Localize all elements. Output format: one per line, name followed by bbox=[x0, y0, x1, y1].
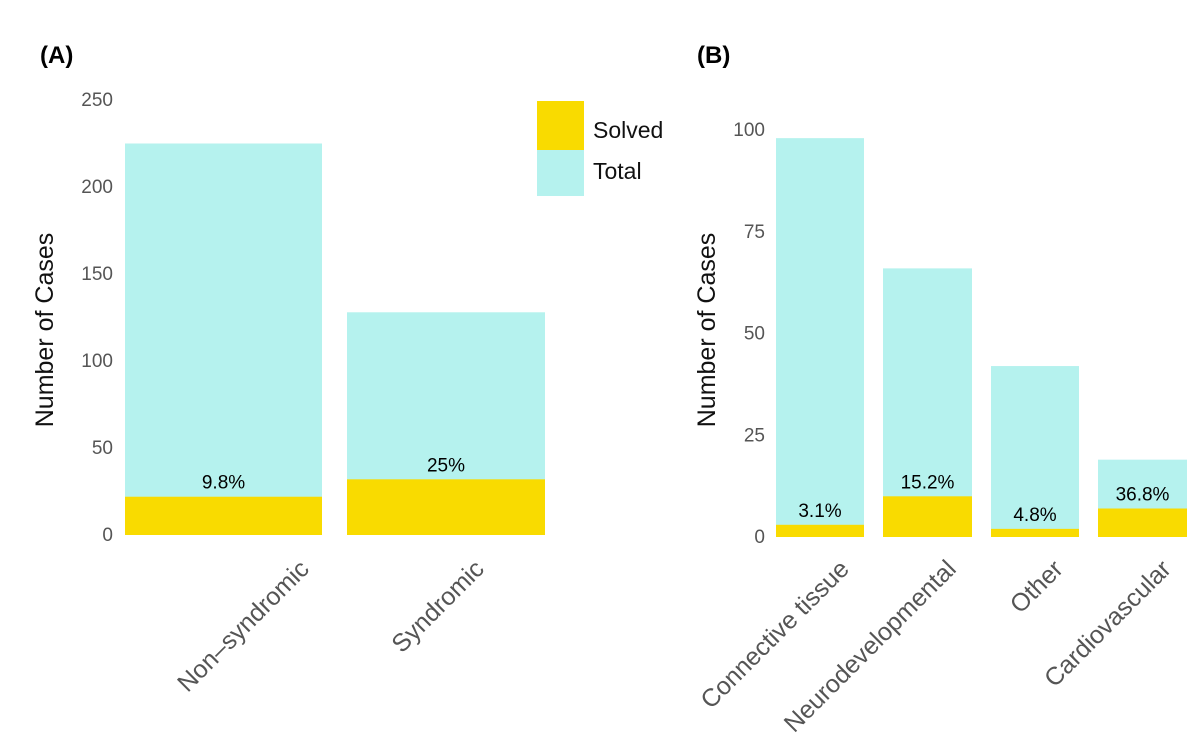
panel-a-total-bar bbox=[125, 143, 322, 535]
panel-a-solved-bar bbox=[347, 479, 545, 535]
panel-b-percent-label: 4.8% bbox=[1013, 505, 1056, 526]
panel-b-y-tick: 0 bbox=[754, 527, 765, 548]
panel-a-percent-label: 25% bbox=[427, 455, 465, 476]
panel-b-category-label: Other bbox=[1005, 555, 1069, 619]
panel-b-solved-bar bbox=[991, 528, 1079, 537]
legend-total-key bbox=[537, 150, 584, 196]
panel-a-y-tick: 150 bbox=[81, 264, 113, 285]
panel-b-y-axis-title: Number of Cases bbox=[693, 233, 721, 428]
panel-a-y-tick: 100 bbox=[81, 351, 113, 372]
panel-a-percent-label: 9.8% bbox=[202, 473, 245, 494]
panel-a-plot: 0 50 100 150 200 250 9.8% Non–syndromic 25% Syndr… bbox=[81, 90, 545, 697]
panel-b-total-bar bbox=[883, 268, 972, 537]
panel-a-y-tick: 50 bbox=[92, 438, 113, 459]
panel-a-category-label: Non–syndromic bbox=[172, 555, 315, 698]
panel-b-percent-label: 15.2% bbox=[901, 472, 955, 493]
panel-a-solved-bar bbox=[125, 496, 322, 535]
panel-b-y-tick: 25 bbox=[744, 425, 765, 446]
panel-a-y-axis-title: Number of Cases bbox=[31, 233, 59, 428]
panel-b-solved-bar bbox=[776, 524, 864, 537]
panel-b-percent-label: 36.8% bbox=[1116, 485, 1170, 506]
panel-b-solved-bar bbox=[1098, 508, 1187, 537]
panel-a-label: (A) bbox=[40, 42, 73, 69]
panel-b-solved-bar bbox=[883, 496, 972, 537]
panel-a-y-tick: 200 bbox=[81, 177, 113, 198]
legend-total-label: Total bbox=[593, 158, 642, 184]
panel-b-y-tick: 100 bbox=[733, 120, 765, 141]
panel-a-y-tick: 250 bbox=[81, 90, 113, 111]
panel-a-category-label: Syndromic bbox=[386, 555, 489, 658]
panel-b-y-tick: 75 bbox=[744, 222, 765, 243]
legend-solved-key bbox=[537, 101, 584, 150]
legend: Solved Total bbox=[537, 101, 663, 196]
panel-b-total-bar bbox=[991, 366, 1079, 537]
panel-b-y-tick: 50 bbox=[744, 324, 765, 345]
panel-a-y-tick: 0 bbox=[102, 525, 113, 546]
panel-b-total-bar bbox=[776, 138, 864, 537]
legend-solved-label: Solved bbox=[593, 117, 663, 143]
panel-b-percent-label: 3.1% bbox=[798, 501, 841, 522]
panel-b-label: (B) bbox=[697, 42, 730, 69]
